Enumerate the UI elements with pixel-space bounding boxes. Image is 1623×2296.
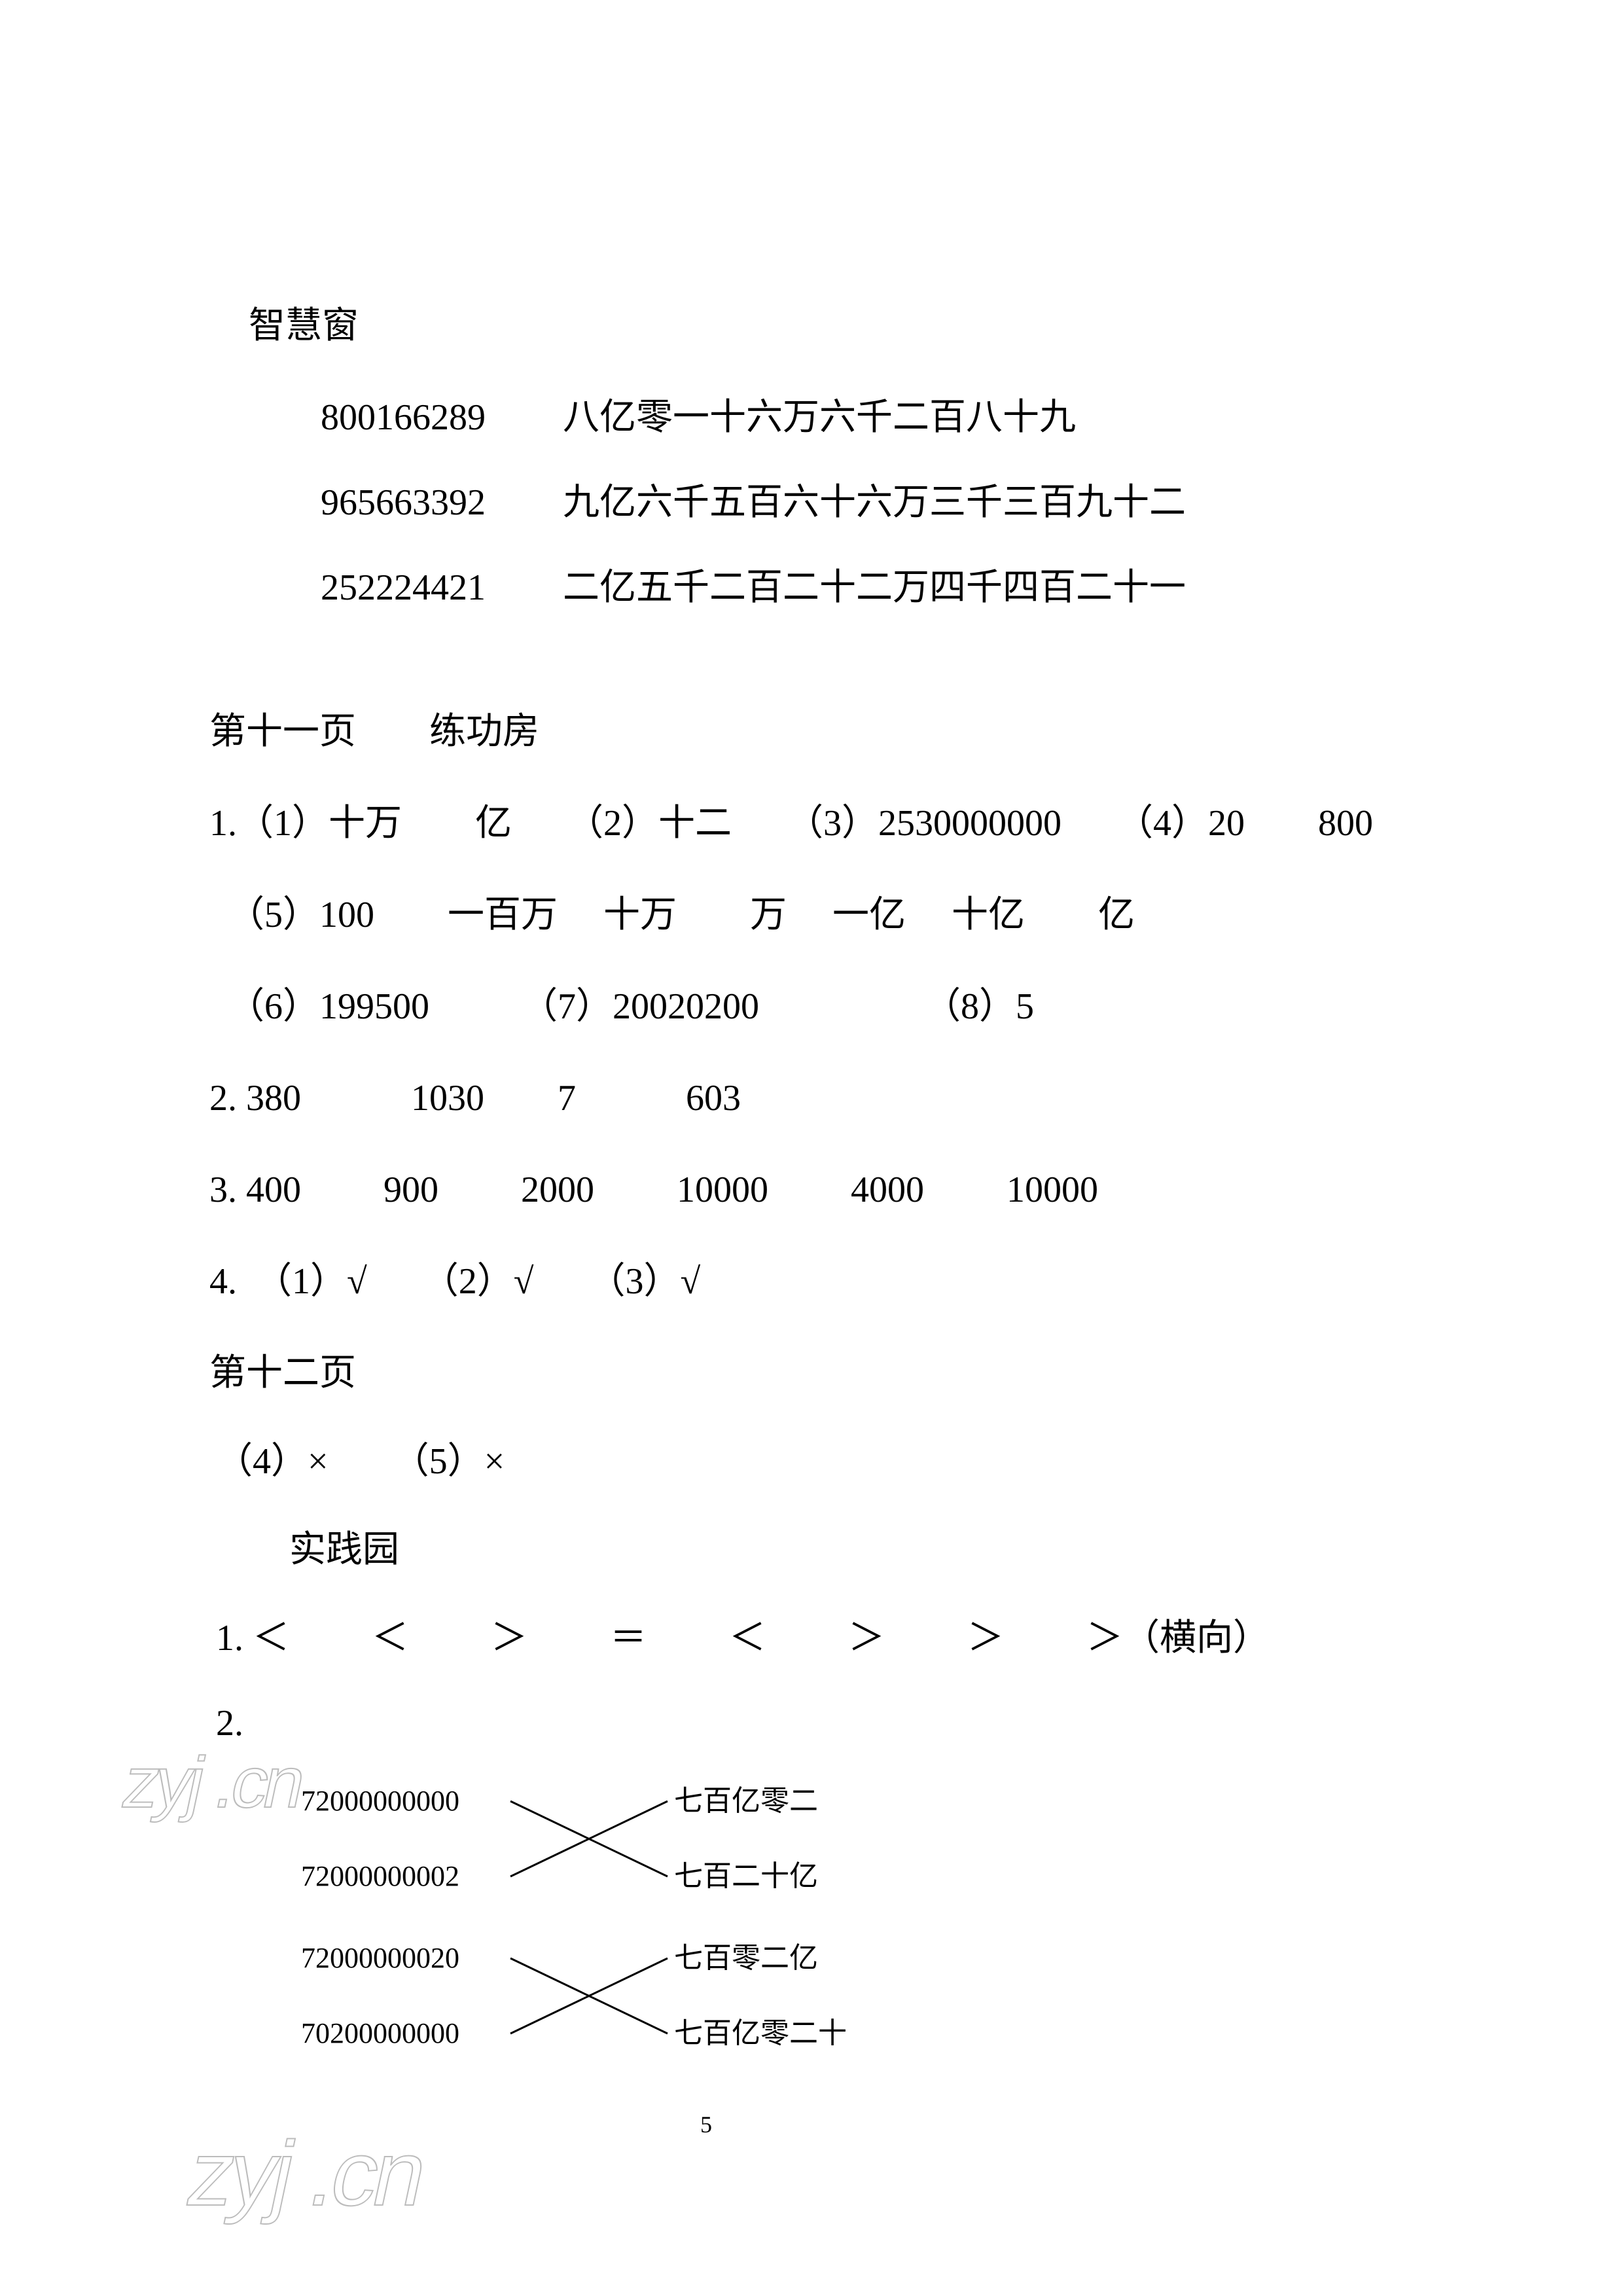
page: 智慧窗 800166289 八亿零一十六万六千二百八十九 965663392 九… (0, 0, 1623, 2296)
match-diagram (0, 0, 1623, 2296)
page-number: 5 (700, 2111, 712, 2138)
